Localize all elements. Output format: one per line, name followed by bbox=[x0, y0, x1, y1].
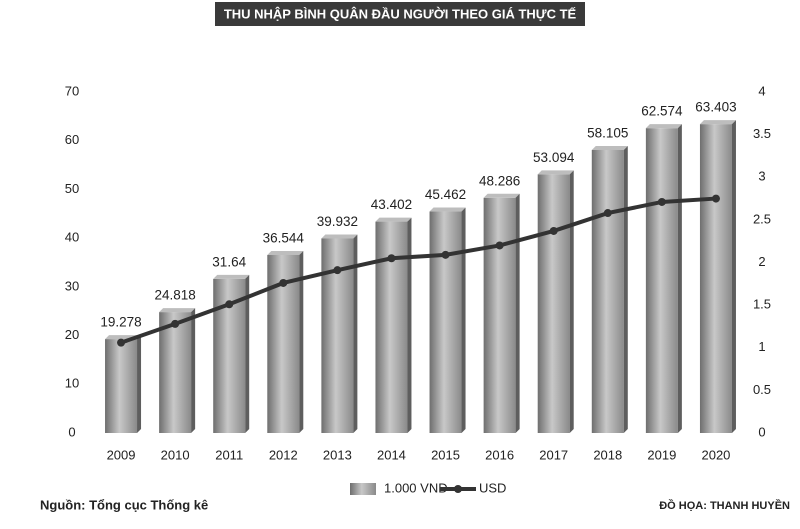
line-point bbox=[171, 319, 180, 328]
bar-side bbox=[461, 207, 466, 433]
bar-cap bbox=[699, 120, 736, 125]
credit: ĐỒ HỌA: THANH HUYỀN bbox=[659, 499, 790, 512]
y2-tick-label: 2 bbox=[758, 254, 765, 269]
bar-cap bbox=[537, 170, 574, 175]
bar bbox=[105, 339, 138, 433]
bar-cap bbox=[483, 193, 520, 198]
value-label: 58.105 bbox=[587, 126, 628, 141]
x-tick-label: 2009 bbox=[107, 447, 136, 462]
bar-side bbox=[353, 234, 358, 433]
y2-tick-label: 0.5 bbox=[753, 382, 771, 397]
x-tick-label: 2019 bbox=[647, 447, 676, 462]
y2-tick-label: 0 bbox=[758, 424, 765, 439]
bar bbox=[699, 124, 732, 434]
line-point bbox=[549, 226, 558, 235]
bar-side bbox=[569, 170, 574, 433]
bar bbox=[159, 312, 192, 433]
line-point bbox=[657, 197, 666, 206]
y-tick-label: 20 bbox=[65, 327, 79, 342]
line-point bbox=[225, 300, 234, 309]
bar-cap bbox=[321, 234, 358, 239]
value-label: 63.403 bbox=[695, 100, 736, 115]
bar-side bbox=[623, 145, 628, 433]
y-tick-label: 50 bbox=[65, 181, 79, 196]
y2-tick-label: 3 bbox=[758, 169, 765, 184]
bar-cap bbox=[429, 207, 466, 212]
line-point bbox=[117, 338, 126, 347]
value-label: 36.544 bbox=[263, 231, 305, 246]
bar-side bbox=[299, 250, 304, 433]
bar-cap bbox=[159, 308, 196, 313]
bar-side bbox=[137, 335, 142, 433]
x-tick-label: 2011 bbox=[215, 447, 243, 462]
value-label: 53.094 bbox=[533, 150, 575, 165]
value-label: 31.64 bbox=[212, 254, 246, 269]
bar-side bbox=[191, 308, 196, 433]
x-tick-label: 2018 bbox=[593, 447, 622, 462]
legend-swatch bbox=[350, 483, 376, 495]
bar-side bbox=[731, 120, 736, 434]
y-tick-label: 60 bbox=[65, 132, 79, 147]
line-point bbox=[711, 194, 720, 203]
value-label: 24.818 bbox=[154, 288, 195, 303]
x-tick-label: 2016 bbox=[485, 447, 514, 462]
bar bbox=[483, 197, 516, 433]
x-tick-label: 2014 bbox=[377, 447, 406, 462]
bar-cap bbox=[591, 145, 628, 150]
x-tick-label: 2013 bbox=[323, 447, 352, 462]
x-tick-label: 2017 bbox=[539, 447, 568, 462]
source: Nguồn: Tổng cục Thống kê bbox=[40, 497, 208, 512]
legend-swatch bbox=[454, 485, 462, 493]
bar-cap bbox=[375, 217, 412, 222]
value-label: 39.932 bbox=[317, 214, 358, 229]
x-tick-label: 2020 bbox=[701, 447, 730, 462]
y2-tick-label: 2.5 bbox=[753, 211, 771, 226]
bar bbox=[429, 211, 462, 433]
bar-cap bbox=[213, 274, 250, 279]
line-point bbox=[495, 241, 504, 250]
bar-side bbox=[407, 217, 412, 433]
y2-tick-label: 1 bbox=[758, 339, 765, 354]
value-label: 45.462 bbox=[425, 187, 466, 202]
bar-side bbox=[245, 274, 250, 433]
line bbox=[120, 196, 717, 345]
bar bbox=[375, 221, 408, 433]
bar bbox=[537, 174, 570, 433]
value-label: 19.278 bbox=[100, 315, 141, 330]
bar bbox=[645, 128, 678, 433]
y2-tick-label: 4 bbox=[758, 83, 765, 98]
title-banner bbox=[215, 2, 585, 26]
value-label: 43.402 bbox=[371, 197, 412, 212]
line-point bbox=[387, 254, 396, 263]
bar-cap bbox=[267, 250, 304, 255]
bar bbox=[591, 149, 624, 433]
y2-tick-label: 1.5 bbox=[753, 297, 771, 312]
value-label: 62.574 bbox=[641, 104, 683, 119]
y-tick-label: 40 bbox=[65, 230, 79, 245]
bar-cap bbox=[645, 124, 682, 129]
y-tick-label: 70 bbox=[65, 83, 79, 98]
x-tick-label: 2010 bbox=[161, 447, 190, 462]
value-label: 48.286 bbox=[479, 173, 520, 188]
legend-label: 1.000 VND bbox=[384, 480, 448, 495]
chart-title: THU NHẬP BÌNH QUÂN ĐẦU NGƯỜI THEO GIÁ TH… bbox=[224, 6, 577, 21]
y2-tick-label: 3.5 bbox=[753, 126, 771, 141]
y-tick-label: 10 bbox=[65, 376, 79, 391]
legend-label: USD bbox=[479, 480, 506, 495]
x-tick-label: 2015 bbox=[431, 447, 460, 462]
x-tick-label: 2012 bbox=[269, 447, 298, 462]
line-point bbox=[333, 266, 342, 275]
y-tick-label: 30 bbox=[65, 278, 79, 293]
line-point bbox=[279, 278, 288, 287]
line-point bbox=[441, 250, 450, 259]
bar-side bbox=[677, 124, 682, 433]
line-point bbox=[603, 209, 612, 218]
bar-side bbox=[515, 193, 520, 433]
y-tick-label: 0 bbox=[68, 424, 75, 439]
